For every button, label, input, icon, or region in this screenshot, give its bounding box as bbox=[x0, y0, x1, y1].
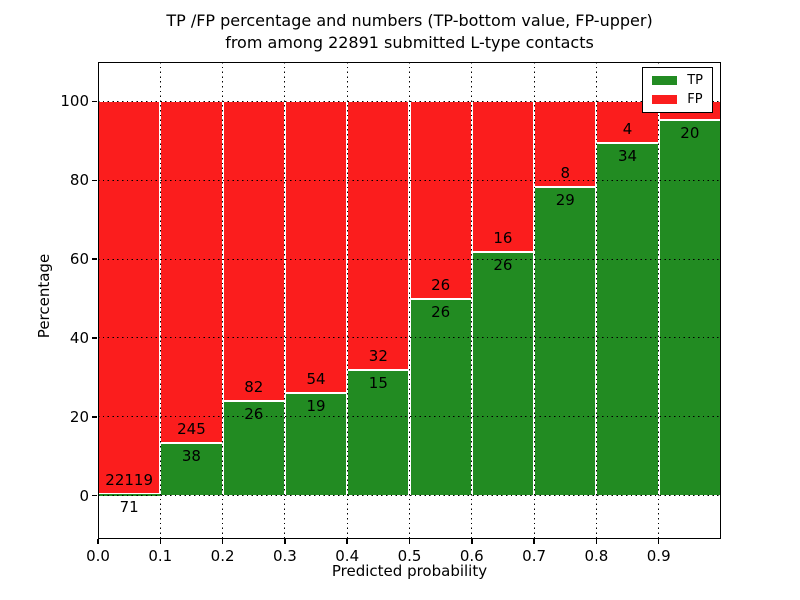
gridline-vertical bbox=[346, 62, 348, 539]
chart-title-line-1: TP /FP percentage and numbers (TP-bottom… bbox=[166, 11, 653, 30]
tp-count-label: 26 bbox=[493, 255, 513, 274]
y-tick bbox=[92, 337, 97, 339]
bar-tp-segment bbox=[596, 142, 659, 496]
fp-count-label: 54 bbox=[306, 370, 326, 389]
legend: TP FP bbox=[642, 67, 713, 113]
fp-count-label: 22119 bbox=[105, 471, 153, 490]
gridline-vertical bbox=[222, 62, 224, 539]
bar-fp-segment bbox=[284, 101, 348, 393]
tp-count-label: 26 bbox=[431, 302, 451, 321]
legend-label-fp: FP bbox=[687, 92, 703, 107]
gridline-vertical bbox=[595, 62, 597, 539]
y-tick-label: 100 bbox=[60, 92, 89, 111]
x-tick-label: 0.8 bbox=[584, 547, 609, 565]
tp-count-label: 19 bbox=[306, 397, 326, 416]
x-tick-label: 0.5 bbox=[397, 547, 422, 565]
x-tick-label: 0.0 bbox=[86, 547, 110, 565]
x-tick-label: 0.9 bbox=[646, 547, 671, 565]
fp-count-label: 4 bbox=[622, 119, 633, 138]
y-axis-label: Percentage bbox=[35, 253, 53, 339]
legend-entry-tp: TP bbox=[652, 74, 703, 87]
bar-fp-segment bbox=[160, 101, 223, 443]
tp-count-label: 29 bbox=[555, 190, 575, 209]
bar-tp-segment bbox=[658, 120, 721, 496]
x-tick-label: 0.2 bbox=[210, 547, 235, 565]
bar-tp-segment bbox=[347, 369, 410, 496]
x-tick-label: 0.3 bbox=[272, 547, 297, 565]
y-tick bbox=[92, 258, 97, 260]
legend-swatch-tp bbox=[652, 76, 678, 85]
fp-count-label: 16 bbox=[493, 228, 513, 247]
bar-tp-segment bbox=[409, 298, 472, 496]
fp-count-label: 245 bbox=[177, 419, 206, 438]
bar-tp-segment bbox=[160, 442, 223, 496]
chart-title-line-2: from among 22891 submitted L-type contac… bbox=[225, 33, 594, 52]
x-tick-label: 0.6 bbox=[459, 547, 484, 565]
x-tick bbox=[97, 539, 99, 544]
fp-count-label: 26 bbox=[431, 275, 451, 294]
gridline-vertical bbox=[159, 62, 161, 539]
gridline-vertical bbox=[409, 62, 410, 539]
y-tick-label: 60 bbox=[69, 250, 89, 269]
bar-fp-segment bbox=[222, 101, 285, 401]
legend-swatch-fp bbox=[652, 95, 678, 104]
x-tick bbox=[595, 539, 598, 544]
x-tick bbox=[533, 539, 535, 544]
x-tick bbox=[471, 539, 473, 544]
x-tick-label: 0.4 bbox=[335, 547, 360, 565]
x-tick bbox=[346, 539, 348, 544]
tp-count-label: 38 bbox=[181, 446, 201, 465]
chart-title: TP /FP percentage and numbers (TP-bottom… bbox=[98, 10, 721, 54]
tp-count-label: 15 bbox=[368, 373, 388, 392]
bar-fp-segment bbox=[534, 101, 597, 187]
bar-fp-segment bbox=[98, 101, 161, 495]
bar-tp-segment bbox=[98, 494, 161, 496]
x-tick bbox=[221, 539, 224, 544]
gridline-vertical bbox=[284, 62, 286, 539]
x-tick bbox=[284, 539, 286, 544]
bar-fp-segment bbox=[471, 101, 535, 252]
tp-count-label: 34 bbox=[618, 146, 638, 165]
bar-tp-segment bbox=[471, 251, 535, 496]
fp-count-label: 8 bbox=[560, 163, 571, 182]
x-tick-label: 0.7 bbox=[522, 547, 547, 565]
tp-count-label: 71 bbox=[119, 498, 139, 517]
bar-tp-segment bbox=[284, 393, 348, 496]
tp-count-label: 20 bbox=[680, 124, 700, 143]
fp-count-label: 82 bbox=[244, 377, 264, 396]
y-tick bbox=[92, 494, 97, 497]
bar-fp-segment bbox=[347, 101, 410, 370]
y-tick-label: 20 bbox=[69, 407, 89, 426]
gridline-vertical bbox=[471, 62, 473, 539]
tp-count-label: 26 bbox=[244, 404, 264, 423]
x-tick bbox=[408, 539, 411, 544]
y-tick bbox=[92, 416, 97, 418]
y-tick-label: 80 bbox=[69, 171, 89, 190]
fp-count-label: 32 bbox=[368, 346, 388, 365]
bar-fp-segment bbox=[409, 101, 472, 299]
legend-label-tp: TP bbox=[687, 73, 703, 88]
gridline-vertical bbox=[533, 62, 535, 539]
x-axis-label: Predicted probability bbox=[331, 562, 488, 580]
x-tick bbox=[657, 539, 660, 544]
bar-tp-segment bbox=[534, 186, 597, 496]
y-tick bbox=[92, 100, 97, 103]
legend-entry-fp: FP bbox=[652, 93, 703, 106]
gridline-vertical bbox=[658, 62, 660, 539]
x-tick-label: 0.1 bbox=[148, 547, 173, 565]
y-tick bbox=[92, 179, 97, 181]
y-tick-label: 0 bbox=[79, 486, 89, 505]
x-tick bbox=[159, 539, 162, 544]
y-tick-label: 40 bbox=[69, 328, 89, 347]
plot-area: 22119 71 245 38 82 26 54 19 32 15 26 26 16 26 8 29 4 34 20… bbox=[60, 62, 721, 565]
